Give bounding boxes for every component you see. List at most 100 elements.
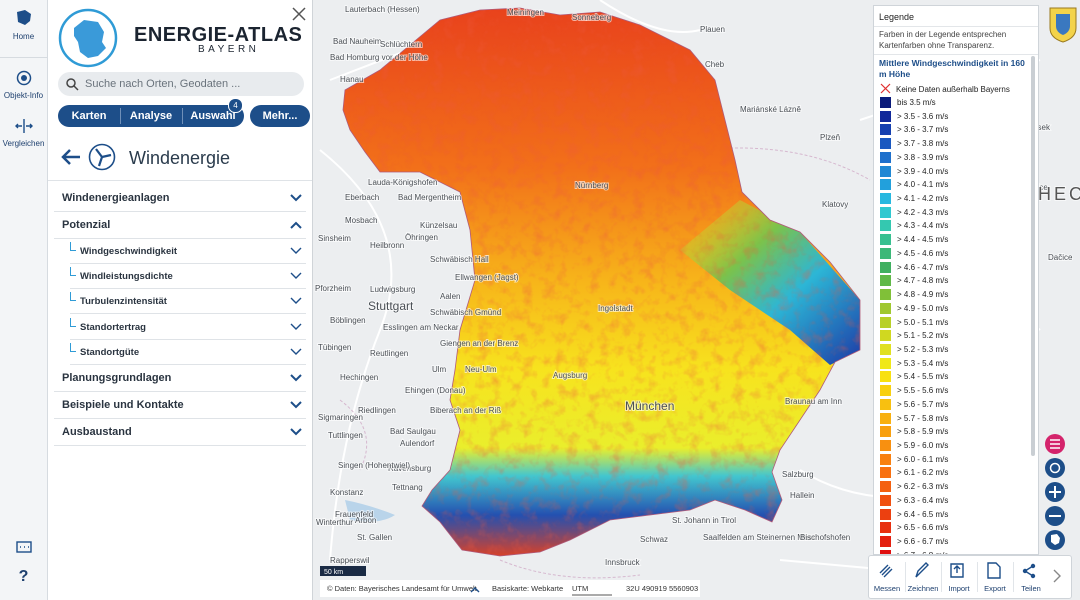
chevron[interactable] — [290, 323, 302, 331]
place-label: Lauda-Königshofen — [368, 178, 437, 187]
legend-panel: Legende Farben in der Legende entspreche… — [873, 5, 1039, 555]
legend-swatch — [880, 234, 891, 246]
help-button[interactable]: ? — [18, 568, 29, 585]
legend-label: > 6.3 - 6.4 m/s — [897, 495, 949, 505]
tool-label[interactable]: Teilen — [1021, 584, 1041, 593]
chevron[interactable] — [290, 401, 302, 409]
legend-swatch — [880, 110, 891, 122]
place-label: Riedlingen — [358, 406, 396, 415]
chevron[interactable] — [290, 194, 302, 202]
tree-connector — [70, 292, 76, 302]
chevron[interactable] — [290, 297, 302, 305]
expand-icon[interactable] — [470, 587, 480, 593]
toolbar: Messen Zeichnen Import Export Teilen — [868, 555, 1072, 599]
side-panel: ENERGIE-ATLAS BAYERN Suche nach Orten, G… — [48, 0, 313, 600]
chevron[interactable] — [290, 247, 302, 255]
chevron[interactable] — [290, 221, 302, 229]
tool-label[interactable]: Import — [948, 584, 970, 593]
scrollbar[interactable] — [1031, 56, 1035, 456]
legend-label: > 4.1 - 4.2 m/s — [897, 194, 949, 204]
menu-item[interactable]: Windenergieanlagen — [54, 184, 306, 212]
legend-label: > 4.7 - 4.8 m/s — [897, 276, 949, 286]
submenu-item[interactable]: Windleistungsdichte — [70, 263, 306, 290]
more-button[interactable]: Mehr... — [250, 105, 310, 127]
chevron[interactable] — [290, 272, 302, 280]
crs[interactable]: UTM — [572, 584, 588, 593]
tab[interactable]: Auswahl — [190, 110, 236, 122]
toolbar-next[interactable] — [1052, 569, 1062, 583]
tool-label[interactable]: Export — [984, 584, 1006, 593]
search-box[interactable]: Suche nach Orten, Geodaten ... — [58, 72, 304, 96]
submenu-item[interactable]: Turbulenzintensität — [70, 288, 306, 315]
legend-swatch — [880, 220, 891, 232]
home-icon[interactable] — [14, 8, 34, 28]
home-label[interactable]: Home — [12, 32, 35, 41]
legend-label: > 5.5 - 5.6 m/s — [897, 386, 949, 396]
submenu-label: Standortgüte — [80, 346, 140, 358]
legend-label: > 5.2 - 5.3 m/s — [897, 344, 949, 354]
menu: Windenergieanlagen Potenzial Windgeschwind… — [48, 0, 312, 600]
place-label: Ravensburg — [388, 464, 431, 473]
submenu-item[interactable]: Windgeschwindigkeit — [70, 238, 306, 264]
info-label[interactable]: Objekt-Info — [3, 91, 44, 100]
submenu-item[interactable]: Standortgüte — [70, 339, 306, 365]
close-button[interactable] — [292, 7, 306, 21]
place-label: Schwaz — [640, 535, 668, 544]
tool-icon[interactable] — [948, 561, 968, 581]
submenu-label: Standortertrag — [80, 321, 146, 333]
legend-label: > 6.1 - 6.2 m/s — [897, 468, 949, 478]
tool-icon[interactable] — [984, 561, 1004, 581]
logo-emblem — [58, 8, 118, 68]
compare-label[interactable]: Vergleichen — [2, 139, 45, 148]
place-label: Öhringen — [405, 233, 438, 242]
menu-item[interactable]: Ausbaustand — [54, 418, 306, 446]
tool-icon[interactable] — [876, 561, 896, 581]
nodata-icon — [880, 83, 891, 94]
chevron[interactable] — [290, 428, 302, 436]
tab[interactable]: Analyse — [129, 110, 173, 122]
legend-label: > 4.9 - 5.0 m/s — [897, 303, 949, 313]
legend-label: > 6.4 - 6.5 m/s — [897, 509, 949, 519]
menu-item[interactable]: Potenzial — [54, 211, 306, 239]
logo-title: ENERGIE-ATLAS — [134, 24, 303, 46]
legend-swatch — [880, 316, 891, 328]
divider — [0, 57, 47, 58]
chevron[interactable] — [290, 348, 302, 356]
legend-swatch — [880, 371, 891, 383]
menu-item[interactable]: Planungsgrundlagen — [54, 364, 306, 392]
chevron[interactable] — [290, 374, 302, 382]
menu-label: Windenergieanlagen — [62, 192, 170, 204]
tool-label[interactable]: Messen — [873, 584, 901, 593]
compare-icon[interactable] — [14, 118, 34, 134]
chat-icon[interactable] — [16, 541, 32, 555]
tab-separator — [182, 108, 183, 124]
tree-connector — [70, 342, 76, 352]
tab-separator — [120, 108, 121, 124]
submenu-item[interactable]: Standortertrag — [70, 314, 306, 340]
place-label: Tuttlingen — [328, 431, 363, 440]
locate-button[interactable] — [1045, 458, 1065, 478]
back-button[interactable] — [60, 146, 82, 168]
tool-label[interactable]: Zeichnen — [907, 584, 939, 593]
legend-swatch — [880, 536, 891, 548]
legend-label: > 3.9 - 4.0 m/s — [897, 166, 949, 176]
tab[interactable]: Karten — [71, 110, 107, 122]
chevron-path — [290, 374, 302, 382]
tool-icon[interactable] — [912, 561, 932, 581]
chevron-path — [290, 194, 302, 202]
place-label: Hallein — [790, 491, 814, 500]
scale-bar: 50 km — [320, 566, 366, 576]
divider — [874, 54, 1038, 55]
map-footer — [320, 580, 700, 597]
menu-item[interactable]: Beispiele und Kontakte — [54, 391, 306, 419]
basemap: Basiskarte: Webkarte — [492, 584, 563, 593]
tool-separator — [905, 562, 906, 592]
place-label: München — [625, 399, 674, 413]
legend-swatch — [880, 206, 891, 218]
place-label: Hechingen — [340, 373, 378, 382]
tool-icon[interactable] — [1020, 561, 1040, 581]
legend-note: Farben in der Legende entsprechen Karten… — [879, 30, 1007, 50]
info-icon[interactable] — [16, 70, 32, 86]
